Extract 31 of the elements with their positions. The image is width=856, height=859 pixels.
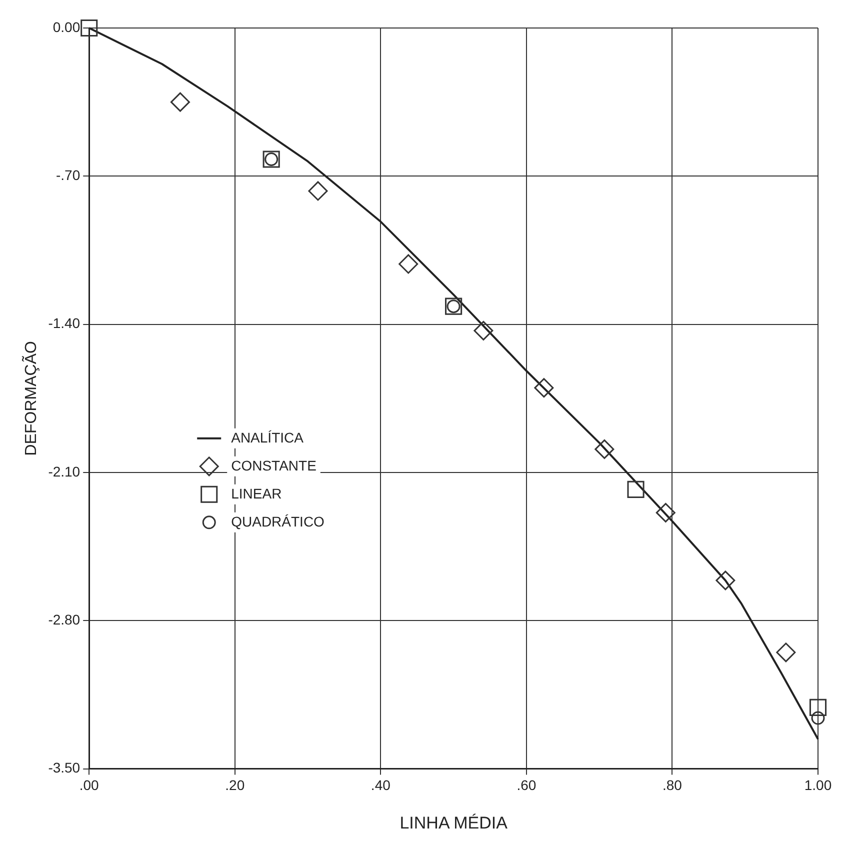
- y-tick-label: -2.10: [48, 463, 80, 480]
- point: [776, 642, 796, 662]
- x-axis-title: LINHA MÉDIA: [400, 813, 508, 832]
- point: [627, 480, 644, 498]
- point: [474, 320, 494, 340]
- x-tick-label: .20: [225, 777, 245, 794]
- x-tick-label: .60: [516, 777, 536, 794]
- point: [170, 92, 190, 112]
- point: [398, 254, 418, 274]
- point: [809, 698, 827, 716]
- y-tick-label: -3.50: [48, 760, 80, 776]
- point: [594, 439, 614, 459]
- x-tick-label: .00: [79, 777, 100, 794]
- point: [656, 502, 676, 522]
- x-tick-label: .40: [370, 777, 391, 794]
- y-tick-label: -2.80: [48, 612, 80, 628]
- legend-label: LINEAR: [231, 485, 282, 502]
- point: [534, 378, 554, 398]
- x-tick-label: 1.00: [804, 777, 832, 794]
- point: [811, 711, 825, 725]
- legend-label: QUADRÁTICO: [231, 513, 325, 530]
- y-tick-label: -.70: [56, 167, 80, 184]
- legend-label: ANALÍTICA: [231, 429, 304, 446]
- legend-label: CONSTANTE: [231, 457, 316, 474]
- y-tick-label: 0.00: [52, 18, 80, 35]
- point: [308, 181, 328, 201]
- point: [716, 570, 736, 590]
- y-axis-title: DEFORMAÇÃO: [21, 341, 40, 456]
- y-tick-label: -1.40: [48, 315, 80, 332]
- point: [80, 19, 98, 37]
- x-tick-label: .80: [662, 777, 682, 794]
